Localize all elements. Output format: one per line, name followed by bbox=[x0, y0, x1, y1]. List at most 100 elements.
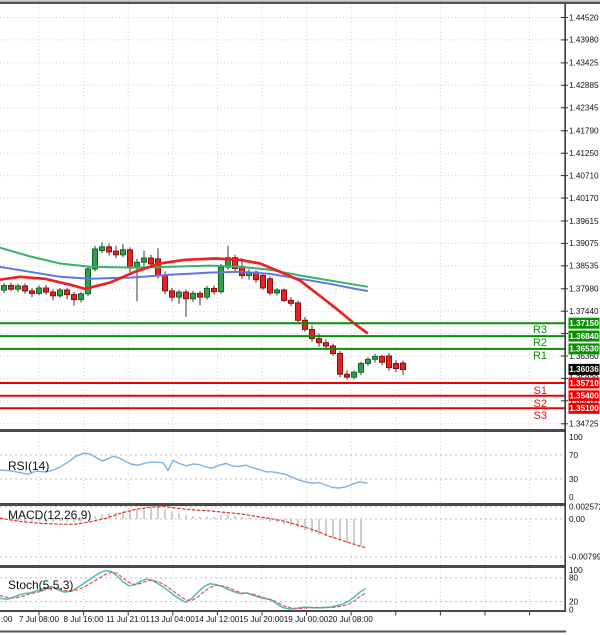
time-axis-label: 11 Jul 21:01 bbox=[106, 615, 150, 624]
candle-body bbox=[141, 257, 147, 263]
candle-body bbox=[43, 287, 49, 293]
support-label-s1: S1 bbox=[533, 385, 547, 397]
candle-body bbox=[57, 289, 63, 297]
price-axis-label: 1.41250 bbox=[569, 149, 599, 158]
price-axis-label: 1.38535 bbox=[569, 262, 599, 271]
price-axis-label: 1.43425 bbox=[569, 59, 599, 68]
separator-macd-stoch bbox=[0, 565, 566, 568]
macd-label: MACD(12,26,9) bbox=[8, 508, 92, 522]
candle-body bbox=[197, 292, 203, 298]
separator-main-rsi bbox=[0, 429, 566, 432]
candle-body bbox=[36, 287, 42, 294]
price-axis-label: 1.43980 bbox=[569, 36, 599, 45]
macd-scale-label: 0.00 bbox=[569, 515, 585, 524]
candle-body bbox=[218, 266, 224, 293]
support-price-box bbox=[568, 402, 600, 414]
candle-body bbox=[1, 285, 7, 291]
support-price-box-label: 1.35710 bbox=[569, 379, 599, 388]
candle-body bbox=[358, 363, 364, 373]
candle-body bbox=[183, 291, 189, 300]
current-price-box-label: 1.36036 bbox=[569, 365, 599, 374]
candle-body bbox=[71, 294, 77, 301]
stoch-scale-label: 80 bbox=[569, 574, 579, 583]
price-axis-label: 1.41790 bbox=[569, 127, 599, 136]
candle-body bbox=[22, 285, 28, 292]
support-price-box-label: 1.35100 bbox=[569, 404, 599, 413]
top-border bbox=[0, 1, 600, 4]
candle-body bbox=[15, 285, 21, 290]
candle-body bbox=[64, 289, 70, 296]
support-label-s3: S3 bbox=[533, 410, 547, 422]
candle-body bbox=[316, 338, 322, 344]
ma-mid-line bbox=[0, 265, 368, 292]
macd-signal-line bbox=[0, 506, 366, 549]
current-price-box bbox=[568, 363, 600, 375]
time-axis-label: 14 Jul 12:00 bbox=[195, 615, 240, 624]
rsi-scale-label: 100 bbox=[569, 433, 583, 442]
ma-fast-line bbox=[0, 257, 369, 335]
time-axis-label: 7 Jul 08:00 bbox=[19, 615, 60, 624]
resistance-price-box-label: 1.36530 bbox=[569, 345, 599, 354]
price-axis-label: 1.37980 bbox=[569, 285, 599, 294]
candle-body bbox=[148, 257, 154, 265]
rsi-scale-label: 70 bbox=[569, 451, 579, 460]
resistance-label-r3: R3 bbox=[532, 324, 547, 336]
price-axis-label: 1.42345 bbox=[569, 104, 599, 113]
candle-body bbox=[176, 291, 182, 298]
price-axis-label: 1.40170 bbox=[569, 194, 599, 203]
candle-body bbox=[344, 373, 350, 378]
candle-body bbox=[50, 291, 56, 297]
candle-body bbox=[337, 353, 343, 375]
candle-body bbox=[78, 293, 84, 301]
candle-body bbox=[386, 355, 392, 369]
rsi-scale-label: 0 bbox=[569, 493, 574, 502]
candle-body bbox=[309, 329, 315, 340]
candle-body bbox=[302, 319, 308, 330]
candle-body bbox=[393, 363, 399, 369]
price-axis-label: 1.39075 bbox=[569, 239, 599, 248]
time-axis-label: 15 Jul 20:00 bbox=[239, 615, 284, 624]
price-axis-label: 1.42885 bbox=[569, 81, 599, 90]
time-axis-label: 19 Jul 00:00 bbox=[284, 615, 329, 624]
time-axis-label: 8 Jul 16:00 bbox=[63, 615, 104, 624]
candle-body bbox=[379, 355, 385, 363]
candle-body bbox=[274, 289, 280, 294]
resistance-label-r1: R1 bbox=[532, 350, 547, 362]
candle-body bbox=[211, 287, 217, 293]
candle-body bbox=[323, 342, 329, 347]
candle-body bbox=[162, 275, 168, 292]
rsi-label: RSI(14) bbox=[8, 459, 50, 473]
price-axis-label: 1.40710 bbox=[569, 171, 599, 180]
candle-body bbox=[204, 287, 210, 298]
price-axis-label: 1.36360 bbox=[569, 352, 599, 361]
stoch-scale-label: 0 bbox=[569, 605, 574, 614]
price-axis-label: 1.39615 bbox=[569, 217, 599, 226]
stoch-d-line bbox=[0, 571, 366, 610]
candle-body bbox=[190, 292, 196, 300]
stoch-label: Stoch(5,5,3) bbox=[8, 578, 74, 592]
resistance-price-box-label: 1.37150 bbox=[569, 319, 599, 328]
resistance-price-box bbox=[568, 330, 600, 342]
candle-body bbox=[372, 355, 378, 360]
support-price-box bbox=[568, 390, 600, 402]
rsi-line bbox=[0, 452, 368, 489]
resistance-price-box bbox=[568, 343, 600, 355]
candle-body bbox=[295, 302, 301, 321]
price-axis-label: 1.37440 bbox=[569, 307, 599, 316]
support-label-s2: S2 bbox=[533, 398, 547, 410]
time-axis-label: :00 bbox=[1, 615, 13, 624]
candle-body bbox=[99, 246, 105, 252]
rsi-scale-label: 30 bbox=[569, 475, 579, 484]
top-border-light bbox=[0, 0, 600, 1]
candle-body bbox=[288, 299, 294, 304]
macd-scale-label: 0.002572 bbox=[569, 503, 600, 512]
candle-body bbox=[92, 248, 98, 270]
candle-body bbox=[127, 249, 133, 269]
candle-body bbox=[260, 275, 266, 289]
candle-body bbox=[29, 290, 35, 294]
stoch-scale-label: 100 bbox=[569, 566, 583, 575]
candle-body bbox=[281, 289, 287, 301]
support-price-box bbox=[568, 377, 600, 389]
candle-body bbox=[169, 290, 175, 298]
